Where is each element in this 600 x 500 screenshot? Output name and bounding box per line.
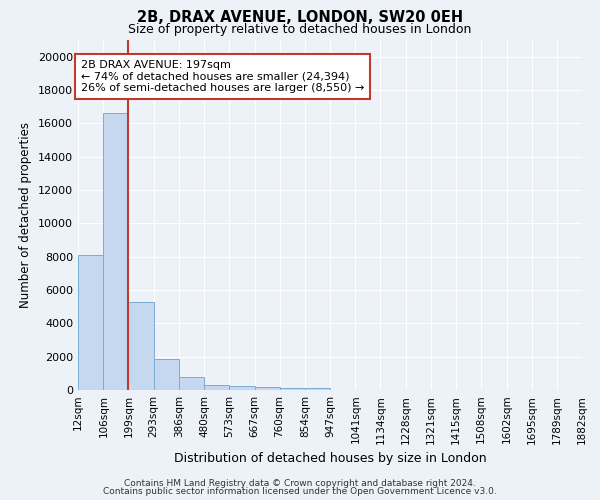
Bar	[78, 255, 103, 390]
Text: Size of property relative to detached houses in London: Size of property relative to detached ho…	[128, 22, 472, 36]
X-axis label: Distribution of detached houses by size in London: Distribution of detached houses by size …	[173, 452, 487, 465]
Bar	[305, 388, 330, 390]
Text: Contains public sector information licensed under the Open Government Licence v3: Contains public sector information licen…	[103, 487, 497, 496]
Bar	[254, 387, 280, 390]
Bar	[103, 114, 128, 390]
Text: 2B, DRAX AVENUE, LONDON, SW20 0EH: 2B, DRAX AVENUE, LONDON, SW20 0EH	[137, 10, 463, 25]
Bar	[179, 376, 204, 390]
Bar	[154, 359, 179, 390]
Bar	[280, 388, 305, 390]
Y-axis label: Number of detached properties: Number of detached properties	[19, 122, 32, 308]
Bar	[229, 386, 254, 390]
Text: Contains HM Land Registry data © Crown copyright and database right 2024.: Contains HM Land Registry data © Crown c…	[124, 478, 476, 488]
Bar	[128, 302, 154, 390]
Text: 2B DRAX AVENUE: 197sqm
← 74% of detached houses are smaller (24,394)
26% of semi: 2B DRAX AVENUE: 197sqm ← 74% of detached…	[80, 60, 364, 93]
Bar	[204, 385, 229, 390]
